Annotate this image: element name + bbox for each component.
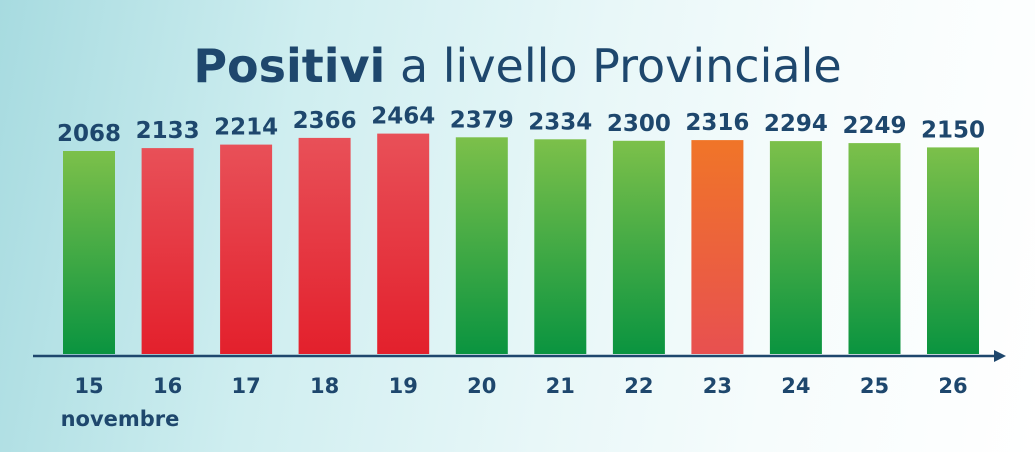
value-label-18: 2366 [293, 108, 357, 134]
tick-label-15: 15 [74, 374, 103, 398]
value-label-26: 2150 [921, 117, 985, 143]
tick-label-16: 16 [153, 374, 182, 398]
value-label-20: 2379 [450, 107, 514, 133]
value-label-16: 2133 [136, 118, 200, 144]
chart-title: Positivi a livello Provinciale [0, 36, 1035, 96]
tick-label-18: 18 [310, 374, 339, 398]
tick-label-25: 25 [860, 374, 889, 398]
bar-26 [927, 147, 979, 354]
value-label-23: 2316 [685, 110, 749, 136]
tick-label-20: 20 [467, 374, 496, 398]
bar-17 [220, 144, 273, 354]
tick-label-21: 21 [546, 374, 575, 398]
tick-label-23: 23 [703, 374, 732, 398]
bar-20 [455, 137, 508, 354]
chart-title-rest: a livello Provinciale [399, 39, 842, 93]
bar-18 [298, 137, 351, 354]
tick-label-24: 24 [781, 374, 810, 398]
bar-21 [534, 139, 587, 354]
bar-24 [769, 141, 822, 354]
tick-label-22: 22 [624, 374, 653, 398]
value-label-19: 2464 [371, 104, 435, 130]
x-axis-arrow [994, 350, 1006, 362]
value-label-22: 2300 [607, 111, 671, 137]
tick-label-19: 19 [389, 374, 418, 398]
chart-title-bold: Positivi [193, 39, 386, 93]
bar-16 [141, 148, 194, 354]
bar-19 [377, 133, 430, 354]
value-label-15: 2068 [57, 121, 121, 147]
month-label: novembre [60, 407, 180, 431]
value-label-25: 2249 [842, 113, 906, 139]
tick-label-17: 17 [231, 374, 260, 398]
bar-15 [63, 151, 115, 354]
tick-label-26: 26 [938, 374, 967, 398]
bar-25 [848, 143, 901, 354]
value-label-17: 2214 [214, 115, 278, 141]
bar-23 [691, 140, 744, 354]
value-label-21: 2334 [528, 109, 592, 135]
labels-layer: 2068 15 2133 16 2214 17 2366 18 2464 19 2379 20 2334… [57, 104, 985, 398]
axis-layer [33, 350, 1006, 362]
bars-layer [63, 133, 979, 354]
value-label-24: 2294 [764, 111, 828, 137]
bar-22 [612, 140, 665, 354]
